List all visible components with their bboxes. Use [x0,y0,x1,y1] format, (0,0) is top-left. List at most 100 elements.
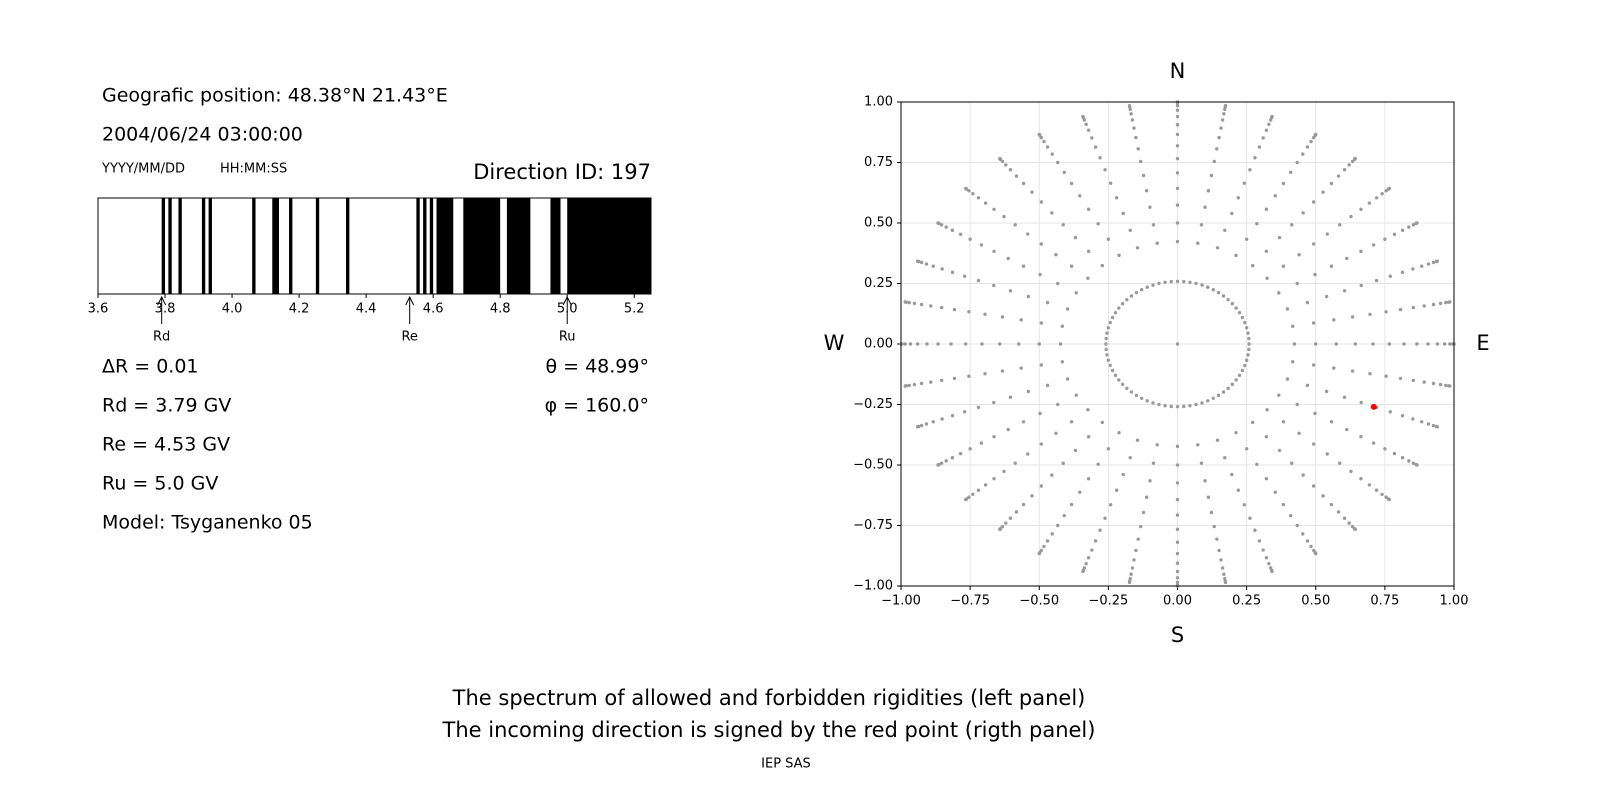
direction-point [1019,366,1023,370]
direction-point [1215,147,1219,151]
direction-point [1038,411,1042,416]
direction-point [1194,402,1198,407]
direction-point [1367,201,1372,205]
direction-point [1398,307,1403,312]
direction-point [1222,572,1226,576]
direction-point [1175,132,1180,137]
forbidden-band [429,198,434,294]
direction-point [1223,107,1227,111]
direction-point [1215,537,1219,541]
direction-point [1103,168,1107,172]
direction-point [1350,315,1355,319]
direction-point [968,447,972,451]
direction-point [1188,404,1192,408]
direction-point [1125,297,1129,302]
direction-point [1247,342,1251,346]
forbidden-band [550,198,561,294]
direction-point [1139,396,1144,400]
direction-point [1244,237,1249,241]
direction-point [1074,393,1078,397]
direction-point [1114,488,1119,492]
direction-point [976,278,981,283]
direction-point [1030,494,1034,498]
direction-point [1139,524,1143,529]
direction-point [1353,156,1357,161]
direction-point [1021,420,1026,424]
forbidden-band [161,198,166,294]
direction-point [915,259,920,263]
direction-point [1136,537,1140,541]
direction-point [1240,315,1245,320]
direction-point [1050,473,1054,477]
direction-point [936,342,940,346]
direction-point [1359,477,1363,481]
direction-point [1104,342,1108,346]
direction-point [1110,315,1115,320]
direction-point [1128,228,1132,232]
direction-point [1194,281,1198,286]
direction-point [980,342,984,346]
direction-point [1209,510,1214,515]
direction-point [1114,196,1119,200]
direction-point [1129,112,1133,116]
re-text: Re = 4.53 GV [102,434,230,456]
direction-point [1105,353,1109,357]
direction-point [1129,390,1134,394]
direction-point [1442,342,1447,346]
direction-point [1265,408,1269,412]
direction-point [1407,459,1411,463]
direction-point [939,461,944,465]
x-tick-label: 5.2 [624,302,645,317]
direction-point [1200,401,1204,405]
direction-point [1219,126,1223,130]
direction-point [998,527,1002,532]
forbidden-band [436,198,454,294]
direction-point [1134,548,1138,553]
direction-point [1196,241,1200,245]
direction-point [992,207,996,211]
direction-point [1188,280,1192,284]
direction-point [1342,289,1347,293]
direction-point [1273,490,1277,494]
direction-point [1019,318,1023,322]
direction-point [1175,239,1180,244]
direction-point [958,451,963,456]
direction-point [1148,479,1152,483]
direction-point [1285,307,1290,311]
direction-point [1106,326,1111,330]
forbidden-band [463,198,501,294]
direction-point [1026,389,1031,394]
credit: IEP SAS [761,757,811,772]
direction-point [1132,558,1136,562]
y-tick-label: 0.25 [864,276,893,291]
rd-text: Rd = 3.79 GV [102,395,231,417]
direction-point [907,383,911,388]
direction-point [1223,577,1227,581]
direction-point [1069,181,1074,186]
direction-point [1374,196,1379,200]
direction-point [979,441,984,445]
direction-point [1350,369,1355,373]
direction-point [1368,312,1372,316]
direction-point [1422,380,1426,384]
direction-point [967,310,971,314]
direction-point [1002,469,1006,474]
direction-point [1295,281,1299,286]
direction-point [1297,253,1301,257]
direction-point [944,225,948,229]
ru-text: Ru = 5.0 GV [102,473,218,495]
direction-point [949,342,953,346]
direction-point [1021,502,1026,507]
direction-point [1311,484,1316,488]
delta-r: ΔR = 0.01 [102,356,199,378]
direction-point [1277,393,1281,397]
direction-point [992,283,996,288]
direction-point [1106,358,1111,362]
direction-point [1065,307,1070,311]
direction-point [1039,363,1044,367]
direction-point [1175,527,1180,532]
direction-point [1069,264,1074,268]
direction-point [1230,382,1235,386]
direction-point [1321,190,1325,194]
direction-point [1368,372,1372,376]
